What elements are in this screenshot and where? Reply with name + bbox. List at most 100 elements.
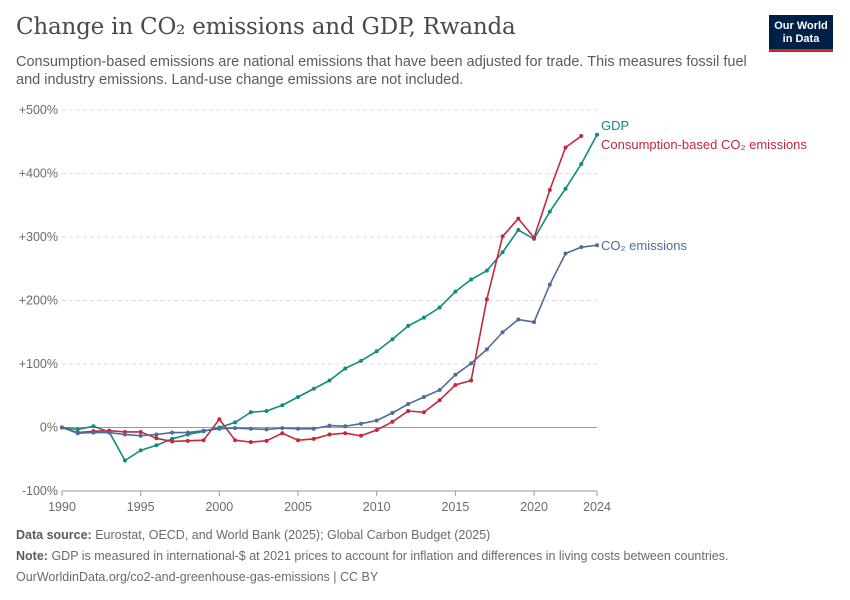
data-point-consumption	[453, 382, 458, 387]
y-tick-label: +200%	[19, 294, 58, 308]
data-point-co2	[563, 251, 568, 256]
data-point-co2	[154, 432, 159, 437]
data-point-gdp	[233, 420, 238, 425]
data-source-label: Data source:	[16, 528, 92, 542]
y-tick-label: 0%	[40, 421, 58, 435]
data-point-gdp	[311, 386, 316, 391]
data-point-consumption	[484, 297, 489, 302]
data-point-gdp	[579, 161, 584, 166]
data-point-co2	[453, 372, 458, 377]
data-point-gdp	[280, 403, 285, 408]
data-point-consumption	[469, 378, 474, 383]
data-point-gdp	[138, 448, 143, 453]
data-point-gdp	[154, 443, 159, 448]
data-point-consumption	[296, 438, 301, 443]
owid-logo[interactable]: Our World in Data	[769, 15, 833, 52]
data-point-co2	[343, 424, 348, 429]
data-point-consumption	[406, 408, 411, 413]
data-point-co2	[233, 426, 238, 431]
data-point-co2	[532, 320, 537, 325]
data-point-co2	[201, 428, 206, 433]
chart-subtitle: Consumption-based emissions are national…	[16, 54, 747, 88]
data-point-co2	[107, 430, 112, 435]
data-point-co2	[91, 430, 96, 435]
data-point-gdp	[75, 427, 80, 432]
series-label-gdp: GDP	[601, 118, 629, 133]
data-point-gdp	[469, 277, 474, 282]
data-point-consumption	[327, 432, 332, 437]
data-point-consumption	[374, 428, 379, 433]
data-point-consumption	[201, 438, 206, 443]
series-label-co2: CO₂ emissions	[601, 238, 687, 253]
data-point-gdp	[563, 186, 568, 191]
data-point-co2	[60, 425, 64, 430]
chart-title: Change in CO₂ emissions and GDP, Rwanda	[16, 14, 516, 40]
data-point-co2	[516, 317, 521, 322]
line-chart: -100% 0% +100% +200% +300% +400% +500% 1990 1995…	[19, 103, 808, 514]
y-tick-label: -100%	[22, 484, 58, 498]
data-point-co2	[547, 282, 552, 287]
data-point-consumption	[248, 440, 253, 445]
data-point-co2	[390, 410, 395, 415]
x-tick-label: 2024	[583, 500, 611, 514]
data-point-consumption	[233, 438, 238, 443]
series-line-consumption	[61, 135, 582, 443]
x-tick-label: 2015	[441, 500, 469, 514]
note-label: Note:	[16, 549, 48, 563]
data-point-co2	[296, 426, 301, 431]
data-point-co2	[437, 388, 442, 393]
data-point-gdp	[484, 268, 489, 273]
data-point-gdp	[327, 378, 332, 383]
data-point-consumption	[138, 429, 143, 434]
x-tick-label: 2020	[520, 500, 548, 514]
note-text: GDP is measured in international-$ at 20…	[51, 549, 729, 563]
data-point-co2	[311, 426, 316, 431]
data-point-gdp	[390, 337, 395, 342]
data-point-consumption	[579, 134, 584, 139]
x-tick-label: 2010	[363, 500, 391, 514]
data-point-consumption	[500, 234, 505, 239]
data-point-gdp	[296, 395, 301, 400]
data-point-gdp	[343, 366, 348, 371]
data-point-co2	[406, 402, 411, 407]
axis-layer: -100% 0% +100% +200% +300% +400% +500% 1990 1995…	[19, 103, 611, 514]
data-point-gdp	[437, 305, 442, 310]
data-point-gdp	[421, 315, 426, 320]
source-url[interactable]: OurWorldinData.org/co2-and-greenhouse-ga…	[16, 570, 379, 584]
data-point-co2	[500, 330, 505, 335]
data-point-gdp	[547, 209, 552, 214]
series-line-gdp	[61, 134, 598, 462]
data-point-co2	[421, 395, 426, 400]
data-point-consumption	[280, 431, 285, 436]
data-point-gdp	[358, 358, 363, 363]
data-point-consumption	[437, 398, 442, 403]
data-point-gdp	[264, 408, 269, 413]
data-point-gdp	[453, 289, 458, 294]
data-point-co2	[122, 432, 127, 437]
data-point-gdp	[91, 424, 96, 429]
data-point-co2	[327, 423, 332, 428]
data-point-consumption	[563, 145, 568, 150]
data-point-consumption	[264, 438, 269, 443]
data-point-co2	[138, 433, 143, 438]
data-point-consumption	[421, 410, 426, 415]
data-point-consumption	[358, 433, 363, 438]
data-point-consumption	[170, 439, 175, 444]
data-point-co2	[264, 427, 269, 432]
data-source-text: Eurostat, OECD, and World Bank (2025); G…	[95, 528, 491, 542]
series-label-consumption: Consumption-based CO₂ emissions	[601, 137, 807, 152]
x-tick-label: 2005	[284, 500, 312, 514]
x-tick-label: 1990	[48, 500, 76, 514]
data-point-gdp	[500, 250, 505, 255]
series-layer	[60, 132, 599, 463]
series-line-co2	[61, 244, 598, 437]
data-point-consumption	[185, 438, 190, 443]
y-tick-label: +500%	[19, 103, 58, 117]
y-tick-label: +300%	[19, 230, 58, 244]
data-point-co2	[469, 361, 474, 366]
data-point-gdp	[248, 410, 253, 415]
data-point-co2	[248, 426, 253, 431]
note: Note: GDP is measured in international-$…	[16, 549, 728, 563]
data-point-co2	[358, 421, 363, 426]
data-point-gdp	[374, 349, 379, 354]
